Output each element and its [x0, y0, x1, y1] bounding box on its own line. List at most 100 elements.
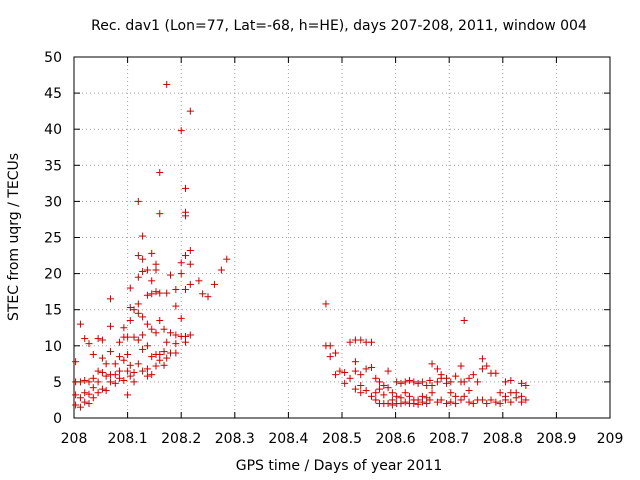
data-point: [134, 300, 142, 308]
data-point: [120, 356, 128, 364]
data-point: [134, 252, 142, 260]
axis-ticks: 208 208.1 208.2 208.3 208.4 208.5 208.6 208.7 20…: [44, 50, 623, 447]
data-point: [139, 367, 147, 375]
data-point: [423, 400, 431, 408]
data-point: [102, 372, 110, 380]
data-point: [372, 396, 380, 404]
data-point: [172, 331, 180, 339]
data-point: [492, 398, 500, 406]
data-point: [428, 389, 436, 397]
data-point: [160, 361, 168, 369]
data-point: [401, 398, 409, 406]
data-point: [186, 280, 194, 288]
data-point: [426, 376, 434, 384]
data-point: [134, 273, 142, 281]
data-point: [98, 385, 106, 393]
y-tick-label: 0: [53, 411, 62, 427]
data-point: [163, 338, 171, 346]
data-point: [98, 354, 106, 362]
data-point: [469, 371, 477, 379]
y-tick-label: 25: [44, 231, 62, 247]
data-point: [384, 367, 392, 375]
data-point: [139, 313, 147, 321]
data-point: [143, 372, 151, 380]
data-point: [89, 384, 97, 392]
data-point: [452, 372, 460, 380]
data-point: [126, 317, 134, 325]
x-tick-label: 209: [597, 431, 624, 447]
data-point: [85, 390, 93, 398]
data-point: [460, 392, 468, 400]
chart-title: Rec. dav1 (Lon=77, Lat=-68, h=HE), days …: [91, 18, 587, 34]
data-point: [181, 252, 189, 260]
data-point: [428, 382, 436, 390]
data-point: [426, 396, 434, 404]
data-point: [351, 358, 359, 366]
data-point: [457, 362, 465, 370]
data-point: [156, 169, 164, 177]
data-point: [332, 349, 340, 357]
data-point: [388, 401, 396, 409]
data-point: [384, 384, 392, 392]
data-point: [76, 378, 84, 386]
data-point: [89, 350, 97, 358]
data-point: [522, 382, 530, 390]
data-point: [163, 354, 171, 362]
data-point: [443, 400, 451, 408]
data-point: [380, 391, 388, 399]
data-point: [116, 374, 124, 382]
data-point: [94, 378, 102, 386]
x-tick-label: 208.1: [108, 431, 148, 447]
y-axis-label: STEC from uqrg / TECUs: [6, 153, 22, 321]
grid: [74, 57, 610, 418]
data-point: [126, 361, 134, 369]
data-point: [72, 391, 80, 399]
data-point: [126, 284, 134, 292]
data-point: [447, 389, 455, 397]
data-point: [181, 184, 189, 192]
data-point: [130, 369, 138, 377]
data-point: [388, 389, 396, 397]
data-point: [210, 280, 218, 288]
data-point: [106, 348, 114, 356]
data-point: [460, 317, 468, 325]
data-point: [106, 322, 114, 330]
data-point: [152, 329, 160, 337]
data-point: [177, 259, 185, 267]
data-point: [367, 392, 375, 400]
x-tick-label: 208: [61, 431, 88, 447]
data-point: [116, 338, 124, 346]
y-tick-label: 35: [44, 158, 62, 174]
x-tick-label: 208.7: [429, 431, 469, 447]
data-point: [204, 293, 212, 301]
data-point: [326, 342, 334, 350]
data-point: [469, 400, 477, 408]
data-point: [139, 331, 147, 339]
data-point: [186, 107, 194, 115]
data-point: [351, 385, 359, 393]
data-point: [478, 365, 486, 373]
data-point: [139, 345, 147, 353]
data-point: [447, 378, 455, 386]
data-point: [483, 362, 491, 370]
data-point: [156, 356, 164, 364]
data-point: [443, 379, 451, 387]
data-point: [452, 400, 460, 408]
data-point: [186, 331, 194, 339]
data-point: [152, 266, 160, 274]
data-point: [496, 400, 504, 408]
data-point: [163, 80, 171, 88]
y-tick-label: 20: [44, 267, 62, 283]
x-tick-label: 208.4: [268, 431, 308, 447]
data-point: [172, 285, 180, 293]
data-point: [106, 378, 114, 386]
data-point: [72, 358, 80, 366]
data-point: [111, 379, 119, 387]
data-point: [406, 376, 414, 384]
data-point: [483, 400, 491, 408]
data-point: [401, 389, 409, 397]
data-point: [336, 367, 344, 375]
data-point: [102, 360, 110, 368]
